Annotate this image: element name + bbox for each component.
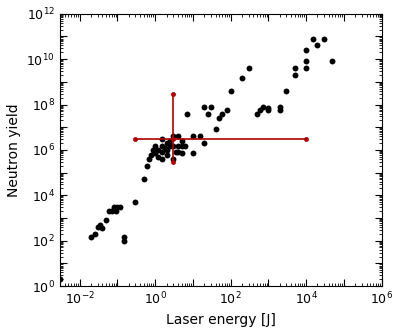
Point [148, 152, 155, 158]
Point [205, 111, 211, 116]
Point [162, 145, 168, 151]
Point [170, 143, 176, 149]
Point [163, 152, 170, 158]
Point [140, 177, 147, 182]
Point [94, 224, 101, 230]
Point [181, 143, 188, 149]
Point [283, 88, 290, 94]
Point [196, 134, 203, 139]
Point [158, 136, 165, 142]
Point [92, 231, 98, 236]
Point [292, 65, 298, 71]
Point [57, 277, 63, 282]
Point [178, 143, 185, 149]
Point [175, 143, 181, 149]
Point [201, 140, 208, 146]
Point [208, 104, 214, 109]
Point [303, 65, 309, 71]
Point [303, 59, 309, 64]
Point [97, 222, 104, 227]
Point [175, 134, 181, 139]
Point [106, 208, 112, 214]
Point [190, 134, 196, 139]
Point [155, 147, 161, 153]
Point [155, 154, 161, 159]
Point [110, 204, 117, 210]
Point [112, 208, 119, 214]
Point [303, 47, 309, 53]
Point [88, 234, 94, 239]
Point [254, 111, 260, 116]
Point [163, 140, 170, 146]
Point [163, 147, 170, 153]
Point [158, 143, 165, 149]
Point [239, 75, 245, 80]
Point [228, 88, 234, 94]
Point [170, 134, 176, 139]
Point [310, 36, 316, 41]
Point [132, 199, 139, 205]
Point [314, 43, 321, 48]
Point [146, 156, 152, 162]
Point [219, 111, 226, 116]
Point [103, 217, 109, 223]
Point [167, 138, 173, 144]
Point [110, 206, 117, 212]
Point [170, 156, 176, 162]
Point [292, 72, 298, 78]
Point [259, 104, 266, 109]
Point [114, 204, 121, 210]
Point [212, 127, 219, 132]
Point [178, 151, 185, 156]
Point [158, 149, 165, 155]
Point [184, 111, 190, 116]
Point [172, 149, 179, 155]
Point [276, 107, 283, 112]
Point [329, 59, 336, 64]
Point [150, 147, 157, 153]
Point [152, 151, 158, 156]
Y-axis label: Neutron yield: Neutron yield [7, 103, 21, 197]
Point [265, 105, 272, 111]
Point [216, 116, 222, 121]
Point [178, 138, 185, 144]
Point [152, 143, 158, 149]
Point [99, 226, 106, 231]
Point [167, 143, 173, 149]
Point [201, 104, 208, 109]
Point [190, 151, 196, 156]
Point [224, 107, 230, 112]
Point [321, 36, 327, 41]
Point [265, 107, 272, 112]
X-axis label: Laser energy [J]: Laser energy [J] [166, 313, 276, 327]
Point [276, 104, 283, 109]
Point [246, 65, 252, 71]
Point [121, 234, 127, 239]
Point [158, 156, 165, 162]
Point [121, 238, 127, 243]
Point [257, 107, 263, 112]
Point [117, 204, 124, 210]
Point [175, 149, 181, 155]
Point [144, 163, 150, 168]
Point [108, 208, 115, 214]
